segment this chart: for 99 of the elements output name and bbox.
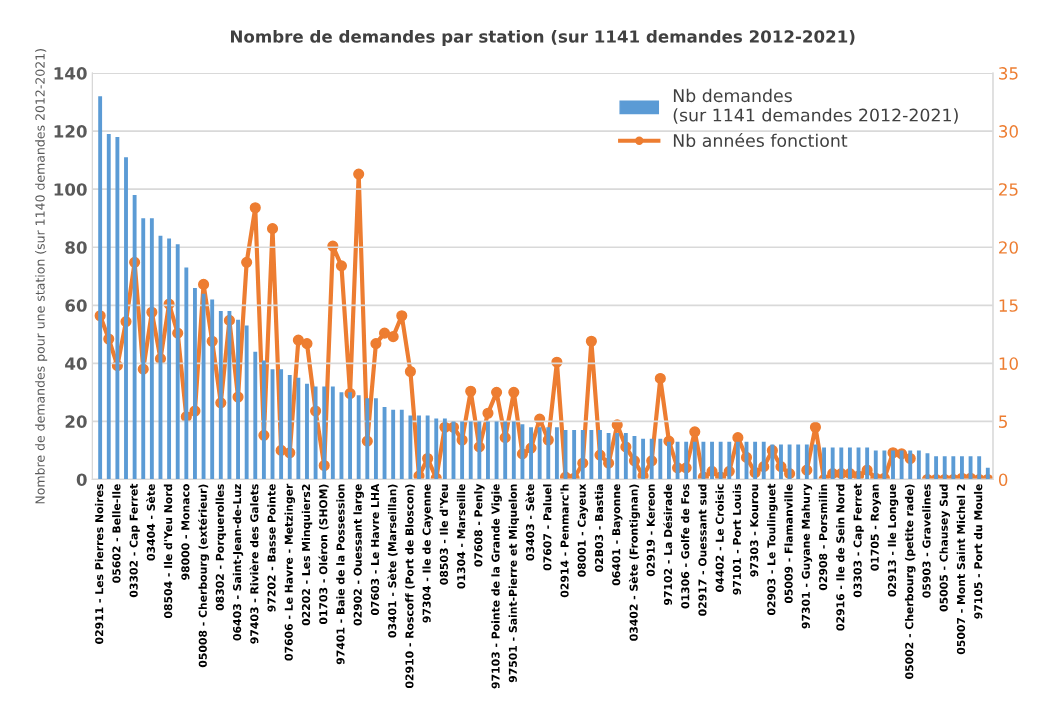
y-tick-label: 100 — [54, 183, 87, 196]
y2-tick-label: 30 — [999, 125, 1018, 138]
x-tick-label: 02B03 - Bastia — [594, 484, 604, 572]
x-tick-label: 05008 - Cherbourg (extérieur) — [198, 484, 210, 668]
x-tick-label: 03302 - Cap Ferret — [129, 483, 140, 598]
bar — [796, 444, 801, 480]
bar — [468, 421, 473, 480]
bar — [658, 438, 663, 480]
x-tick-label: 97101 - Port Louis — [732, 484, 742, 595]
x-tick-label: 03402 - Sète (Frontignan) — [628, 484, 640, 641]
x-tick-label: 06401 - Bayonne — [612, 484, 623, 586]
x-tick-label: 02902 - Ouessant large — [353, 484, 364, 626]
y-tick-label: 40 — [65, 357, 87, 370]
x-tick-label: 97501 - Saint-Pierre et Miquelon — [508, 484, 520, 683]
x-tick-label: 97105 - Port du Moule — [973, 484, 983, 619]
bar — [330, 386, 335, 480]
x-tick-label: 01705 - Royan — [870, 484, 882, 571]
bar — [305, 383, 309, 480]
y2-tick-label: 15 — [999, 299, 1018, 312]
bar — [391, 409, 396, 480]
x-tick-label: 05005 - Chausey Sud — [939, 484, 950, 612]
bar — [942, 456, 947, 480]
bar — [615, 433, 620, 480]
x-tick-label: 02903 - Le Toulinguet — [767, 483, 778, 616]
x-tick-label: 08302 - Porquerolles — [215, 484, 227, 611]
x-tick-label: 02914 - Penmarc'h — [560, 484, 569, 598]
y-tick-label: 80 — [65, 241, 87, 254]
x-tick-label: 07603 - Le Havre LHA — [370, 483, 380, 616]
x-tick-label: 05903 - Gravelines — [922, 484, 931, 598]
bar — [934, 456, 939, 480]
x-tick-label: 97301 - Guyane Mahury — [801, 483, 813, 629]
bar — [554, 427, 559, 480]
x-tick-label: 07607 - Paluel — [543, 484, 552, 571]
y-axis-title: Nombre de demandes pour une station (sur 1140 demandes 2012-2021) — [35, 49, 48, 504]
y2-tick-label: 20 — [999, 241, 1018, 254]
y-tick-label: 20 — [65, 415, 87, 428]
legend-label: Nb années fonctiont — [673, 132, 848, 148]
bar — [537, 427, 542, 480]
x-tick-label: 02908 - Porsmilin — [818, 484, 828, 591]
x-tick-label: 08504 - Ile d'Yeu Nord — [163, 484, 173, 619]
x-tick-label: 02202 - Les Minquiers2 — [301, 484, 313, 626]
y-tick-label: 120 — [54, 125, 87, 138]
bar — [244, 325, 249, 480]
x-tick-label: 97102 - La Désirade — [663, 484, 673, 606]
bar — [977, 456, 982, 480]
x-tick-label: 05602 - Belle-Ile — [112, 484, 121, 583]
x-tick-label: 97303 - Kourou — [750, 484, 759, 577]
x-tick-label: 01304 - Marseille — [456, 484, 466, 589]
y2-tick-label: 0 — [998, 473, 1008, 487]
x-tick-label: 07606 - Le Havre - Metzinger — [284, 483, 296, 661]
bar — [201, 293, 206, 480]
bar — [253, 351, 258, 480]
x-tick-label: 05007 - Mont Saint Michel 2 — [956, 484, 966, 655]
bar — [408, 415, 413, 480]
x-tick-label: 03401 - Sète (Marseillan) — [387, 484, 398, 638]
bar — [916, 450, 921, 480]
x-tick-label: 02917 - Ouessant sud — [698, 484, 707, 616]
bar — [494, 421, 499, 480]
bar — [692, 441, 697, 480]
x-tick-label: 02910 - Roscoff (Port de Bloscon) — [405, 484, 415, 688]
x-tick-label: 04402 - Le Croisic — [715, 484, 724, 592]
x-tick-label: 03404 - Sète — [146, 484, 155, 561]
y-tick-label: 140 — [54, 67, 87, 80]
x-tick-label: 97304 - Ile de Cayenne — [422, 484, 433, 623]
y-tick-label: 60 — [65, 299, 87, 312]
y2-tick-label: 25 — [999, 183, 1018, 196]
x-tick-label: 08001 - Cayeux — [577, 483, 588, 577]
y2-tick-label: 10 — [999, 357, 1018, 370]
x-tick-label: 97202 - Basse Pointe — [267, 484, 276, 612]
x-tick-label: 02911 - Les Pierres Noires — [94, 484, 104, 644]
x-tick-label: 05002 - Cherbourg (petite rade) — [904, 484, 916, 679]
bar — [399, 409, 404, 480]
bar — [373, 398, 378, 480]
legend-label: Nb demandes (sur 1141 demandes 2012-2021) — [673, 88, 958, 124]
x-tick-label: 01703 - Oléron (SHOM) — [318, 484, 329, 625]
x-tick-label: 98000 - Monaco — [181, 484, 190, 580]
x-tick-label: 02919 - Kereon — [646, 484, 655, 577]
x-tick-label: 02916 - Ile de Sein Nord — [836, 484, 845, 631]
y2-tick-label: 5 — [999, 415, 1007, 428]
y-tick-label: 0 — [76, 473, 87, 487]
x-tick-label: 97401 - Baie de la Possession — [336, 484, 345, 665]
x-tick-label: 06403 - Saint-Jean-de-Luz — [232, 484, 244, 641]
x-tick-label: 08503 - Ile d'Yeu — [439, 484, 449, 585]
chart-title: Nombre de demandes par station (sur 1141 demandes 2012-2021) — [230, 29, 855, 47]
bar — [356, 395, 361, 480]
x-tick-label: 07608 - Penly — [474, 483, 485, 567]
y2-tick-label: 35 — [999, 67, 1018, 80]
x-tick-label: 97403 - Rivière des Galets — [249, 484, 259, 644]
bar — [839, 447, 844, 480]
bar — [589, 430, 594, 480]
x-tick-label: 02913 - Ile Longue — [887, 484, 899, 597]
bar — [296, 377, 301, 480]
x-tick-label: 97103 - Pointe de la Grande Vigie — [491, 484, 502, 689]
x-tick-label: 01306 - Golfe de Fos — [680, 484, 690, 609]
x-tick-label: 03403 - Sète — [525, 484, 535, 561]
bar — [951, 456, 956, 480]
x-tick-label: 03303 - Cap Ferret — [853, 483, 864, 598]
x-tick-label: 05009 - Flamanville — [784, 484, 793, 604]
bar — [511, 421, 516, 480]
